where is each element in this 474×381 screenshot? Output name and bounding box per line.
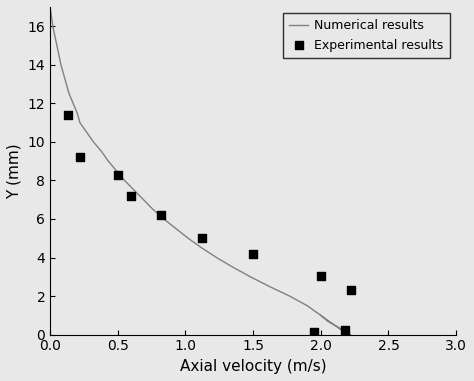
- Y-axis label: Y (mm): Y (mm): [7, 143, 22, 199]
- Experimental results: [114, 171, 121, 178]
- Numerical results: [91, 139, 96, 144]
- Numerical results: [339, 328, 345, 333]
- Experimental results: [198, 235, 206, 241]
- Numerical results: [70, 101, 76, 106]
- Experimental results: [128, 193, 135, 199]
- Numerical results: [122, 178, 128, 183]
- Experimental results: [317, 273, 325, 279]
- Legend: Numerical results, Experimental results: Numerical results, Experimental results: [283, 13, 450, 58]
- Numerical results: [66, 91, 72, 96]
- Numerical results: [230, 265, 236, 269]
- Numerical results: [141, 197, 146, 202]
- Numerical results: [99, 149, 104, 154]
- Numerical results: [331, 323, 337, 327]
- Experimental results: [64, 112, 72, 118]
- Numerical results: [287, 294, 292, 298]
- Experimental results: [157, 212, 165, 218]
- Numerical results: [64, 82, 69, 86]
- Numerical results: [346, 331, 352, 336]
- Numerical results: [131, 188, 137, 192]
- Numerical results: [77, 120, 83, 125]
- Numerical results: [173, 226, 179, 231]
- Numerical results: [105, 159, 111, 163]
- Experimental results: [249, 251, 257, 257]
- Numerical results: [150, 207, 156, 211]
- Numerical results: [344, 331, 349, 336]
- Experimental results: [76, 154, 84, 160]
- Numerical results: [84, 130, 90, 134]
- Numerical results: [325, 319, 330, 323]
- Numerical results: [318, 313, 324, 318]
- Experimental results: [347, 287, 355, 293]
- Numerical results: [114, 168, 119, 173]
- Numerical results: [185, 236, 191, 240]
- Experimental results: [310, 329, 318, 335]
- Numerical results: [338, 327, 344, 331]
- Line: Numerical results: Numerical results: [50, 7, 351, 335]
- Numerical results: [304, 303, 310, 308]
- Numerical results: [331, 323, 337, 327]
- Numerical results: [342, 328, 348, 333]
- Experimental results: [341, 327, 349, 333]
- Numerical results: [54, 43, 60, 48]
- Numerical results: [247, 275, 253, 279]
- Numerical results: [161, 217, 167, 221]
- Numerical results: [58, 62, 64, 67]
- X-axis label: Axial velocity (m/s): Axial velocity (m/s): [180, 359, 327, 374]
- Numerical results: [199, 246, 205, 250]
- Numerical results: [266, 284, 272, 289]
- Numerical results: [318, 313, 324, 318]
- Numerical results: [214, 255, 219, 260]
- Numerical results: [346, 332, 352, 337]
- Numerical results: [50, 24, 55, 29]
- Numerical results: [345, 330, 351, 335]
- Numerical results: [348, 332, 354, 337]
- Numerical results: [47, 5, 53, 9]
- Numerical results: [74, 110, 80, 115]
